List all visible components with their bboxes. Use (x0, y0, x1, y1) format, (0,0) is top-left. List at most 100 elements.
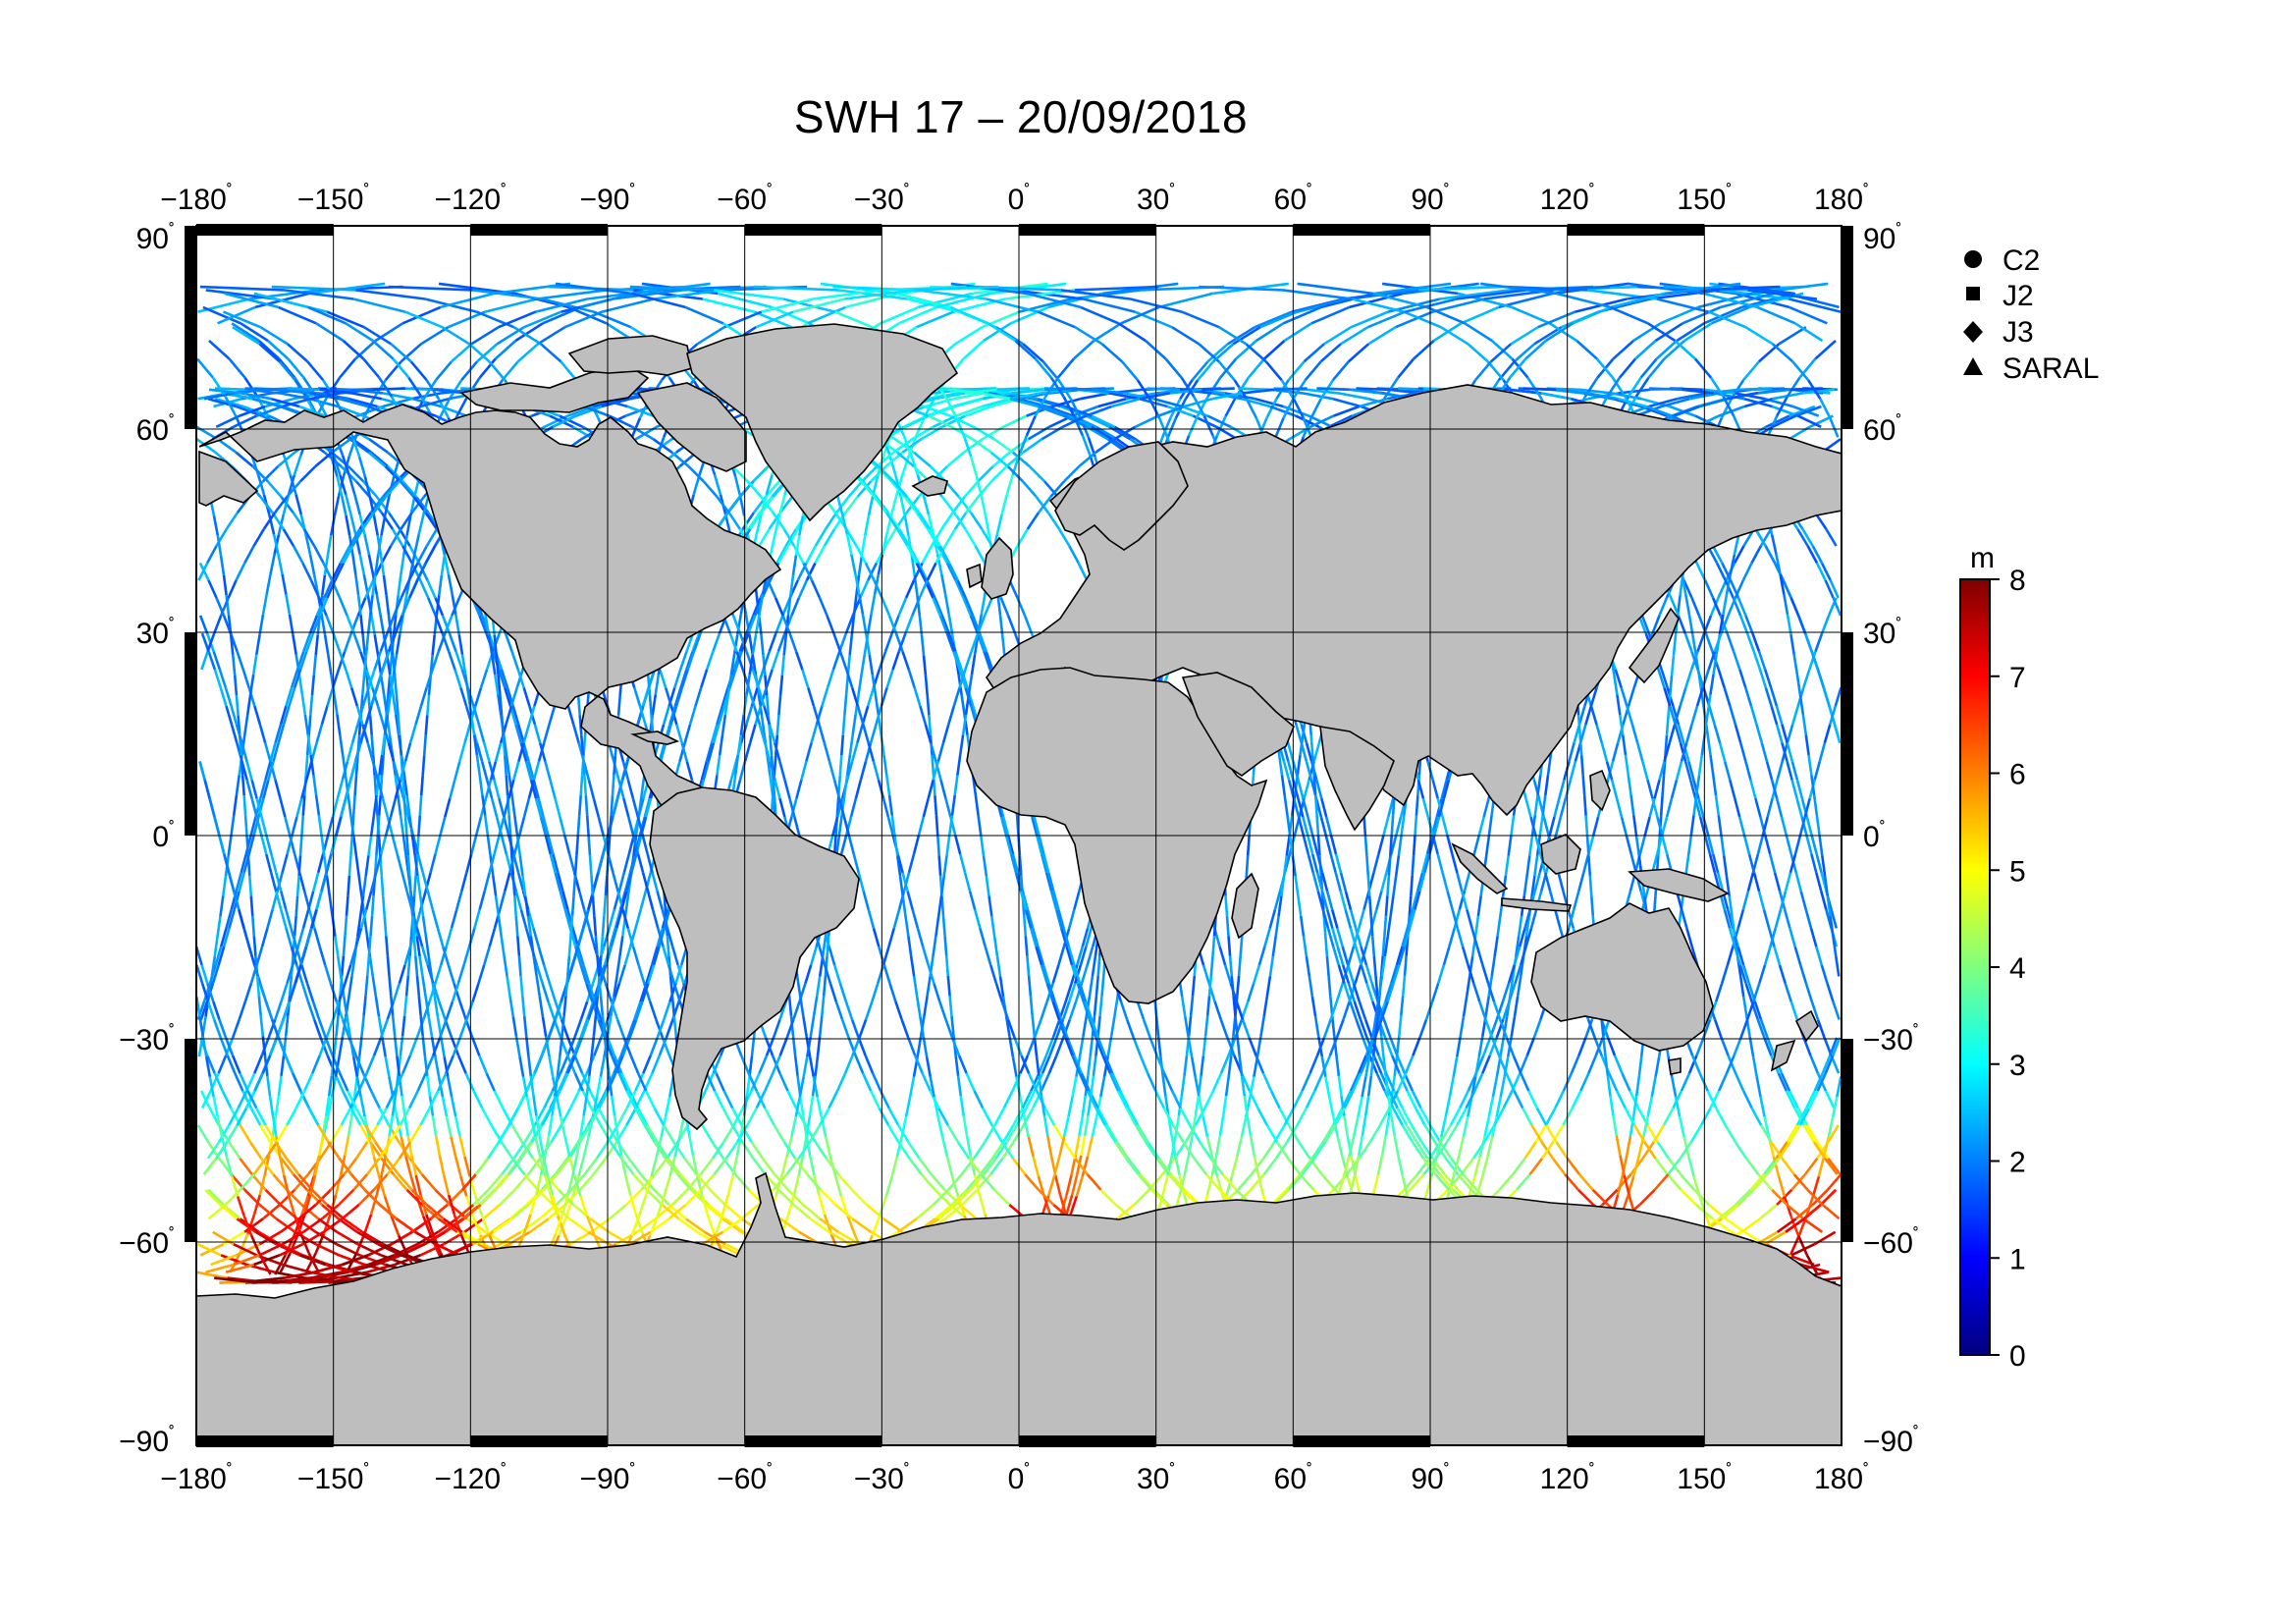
track-segment (778, 675, 784, 696)
track-segment (846, 1215, 857, 1236)
track-segment (1761, 816, 1769, 837)
track-segment (526, 909, 535, 929)
track-segment (377, 795, 382, 816)
track-segment (609, 1141, 623, 1160)
track-segment (1081, 928, 1090, 947)
track-segment (573, 1072, 584, 1092)
track-segment (651, 694, 658, 716)
track-segment (924, 675, 929, 696)
track-segment (786, 1090, 798, 1109)
track-segment (666, 936, 670, 956)
track-segment (400, 1136, 407, 1158)
track-segment (723, 514, 732, 535)
track-segment (308, 554, 316, 575)
track-segment (943, 594, 950, 616)
track-segment (982, 855, 988, 877)
track-segment (1517, 915, 1523, 937)
track-segment (1241, 1019, 1251, 1039)
track-segment (1584, 1019, 1594, 1039)
track-segment (356, 594, 362, 616)
track-segment (1365, 983, 1374, 1002)
track-segment (1255, 1055, 1265, 1074)
track-segment (810, 724, 819, 743)
track-segment (1498, 1173, 1515, 1191)
track-segment (454, 669, 462, 688)
track-segment (780, 655, 785, 676)
track-segment (654, 674, 661, 695)
track-segment (823, 528, 836, 547)
track-segment (1086, 1136, 1095, 1158)
track-segment (1095, 975, 1099, 997)
track-segment (705, 742, 714, 762)
track-segment (1499, 1036, 1506, 1057)
track-segment (760, 634, 765, 656)
track-segment (351, 795, 356, 816)
track-segment (867, 495, 875, 516)
track-segment (1203, 1090, 1215, 1109)
track-segment (705, 651, 715, 671)
track-segment (1250, 1173, 1265, 1191)
track-segment (421, 976, 427, 998)
track-segment (1036, 835, 1043, 855)
track-segment (1723, 687, 1732, 707)
track-segment (368, 955, 375, 977)
track-segment (339, 474, 347, 496)
track-segment (848, 634, 854, 656)
track-segment (1733, 545, 1745, 565)
track-segment (392, 615, 398, 635)
track-segment (1738, 387, 1773, 392)
track-segment (1748, 1036, 1755, 1057)
track-segment (1462, 1173, 1478, 1191)
track-segment (327, 654, 333, 676)
track-segment (1252, 964, 1261, 984)
track-segment (231, 1019, 240, 1039)
track-segment (1612, 340, 1634, 360)
track-segment (1415, 1107, 1426, 1126)
track-segment (1711, 853, 1720, 874)
track-segment (329, 514, 337, 536)
track-segment (965, 1135, 972, 1157)
track-segment (597, 816, 605, 837)
track-segment (1502, 1090, 1514, 1109)
track-segment (795, 779, 803, 799)
track-segment (625, 1107, 637, 1126)
track-segment (639, 891, 648, 910)
track-segment (569, 1090, 580, 1109)
track-segment (347, 794, 352, 816)
track-segment (347, 855, 352, 876)
track-segment (907, 298, 960, 313)
track-segment (397, 794, 402, 816)
track-segment (351, 555, 357, 575)
track-segment (758, 528, 771, 547)
track-segment (472, 289, 543, 300)
track-segment (1344, 891, 1353, 910)
track-segment (648, 694, 653, 716)
track-segment (578, 1173, 595, 1191)
track-segment (380, 1155, 388, 1176)
track-segment (1483, 1116, 1491, 1137)
track-segment (532, 779, 540, 799)
track-segment (257, 340, 281, 360)
track-segment (1632, 1096, 1638, 1116)
track-segment (766, 754, 772, 776)
track-segment (1513, 996, 1520, 1017)
track-segment (566, 705, 575, 726)
track-segment (1297, 779, 1305, 799)
track-segment (622, 853, 631, 874)
track-segment (1044, 1037, 1055, 1056)
track-segment (421, 755, 426, 776)
track-segment (812, 996, 819, 1017)
track-segment (1544, 775, 1550, 796)
track-segment (1734, 724, 1742, 743)
track-segment (1755, 1076, 1762, 1098)
track-segment (1459, 1016, 1466, 1038)
track-segment (754, 285, 838, 292)
track-segment (493, 779, 501, 799)
track-segment (1075, 1175, 1084, 1197)
track-segment (1296, 754, 1302, 776)
track-segment (662, 705, 670, 726)
track-segment (1683, 322, 1713, 343)
track-segment (1778, 326, 1807, 346)
track-segment (1360, 964, 1368, 984)
track-segment (1663, 742, 1672, 762)
